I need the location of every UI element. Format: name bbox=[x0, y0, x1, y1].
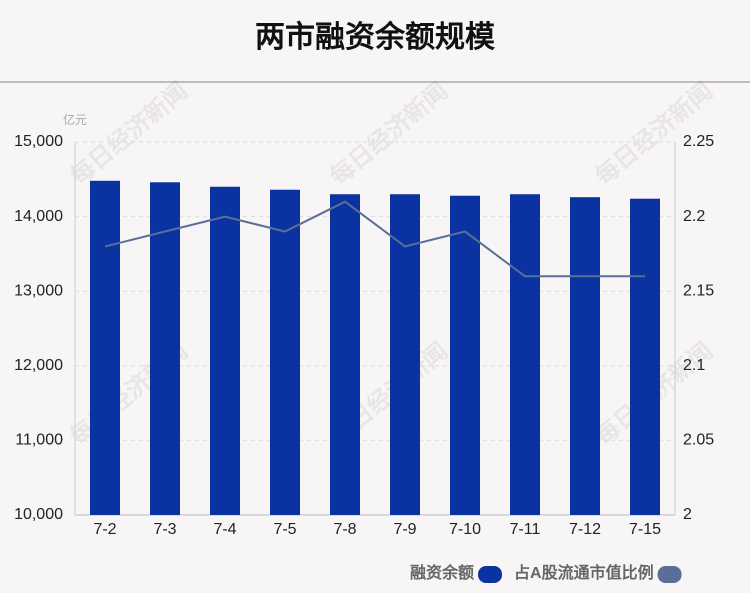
y-tick-label: 11,000 bbox=[15, 432, 63, 449]
y2-tick-label: 2.1 bbox=[683, 357, 705, 374]
x-tick-label: 7-10 bbox=[449, 521, 481, 538]
x-tick-label: 7-11 bbox=[510, 521, 541, 538]
bar bbox=[390, 194, 420, 515]
x-tick-label: 7-9 bbox=[393, 521, 416, 538]
y-tick-label: 14,000 bbox=[14, 208, 63, 225]
bar bbox=[270, 189, 300, 515]
legend-label: 占A股流通市值比例 bbox=[514, 563, 654, 582]
y2-tick-label: 2.2 bbox=[683, 208, 705, 225]
bar bbox=[450, 195, 480, 515]
legend-swatch bbox=[478, 566, 503, 583]
y2-tick-label: 2.05 bbox=[683, 432, 714, 449]
x-tick-label: 7-8 bbox=[333, 521, 356, 538]
y-tick-label: 15,000 bbox=[14, 133, 63, 150]
x-tick-label: 7-4 bbox=[213, 521, 236, 538]
bar bbox=[630, 198, 660, 516]
line bbox=[104, 200, 645, 278]
x-tick-label: 7-2 bbox=[93, 521, 116, 538]
bar bbox=[150, 182, 180, 515]
chart-title: 两市融资余额规模 bbox=[255, 20, 495, 54]
x-tick-label: 7-12 bbox=[569, 521, 601, 538]
x-tick-label: 7-5 bbox=[273, 521, 296, 538]
x-tick-label: 7-3 bbox=[153, 521, 176, 538]
y2-tick-label: 2.25 bbox=[683, 133, 714, 150]
bar bbox=[510, 194, 540, 515]
bar bbox=[90, 180, 120, 516]
y-tick-label: 13,000 bbox=[14, 282, 63, 299]
legend-swatch bbox=[657, 566, 682, 583]
y-tick-label: 12,000 bbox=[14, 357, 63, 374]
y-unit: 亿元 bbox=[63, 112, 87, 127]
x-tick-label: 7-15 bbox=[629, 521, 661, 538]
y-tick-label: 10,000 bbox=[14, 506, 63, 523]
bar bbox=[570, 197, 600, 516]
bar bbox=[330, 194, 360, 515]
bar bbox=[210, 186, 240, 515]
legend-label: 融资余额 bbox=[410, 563, 474, 582]
y2-tick-label: 2.15 bbox=[683, 282, 714, 299]
y2-tick-label: 2 bbox=[683, 506, 692, 523]
